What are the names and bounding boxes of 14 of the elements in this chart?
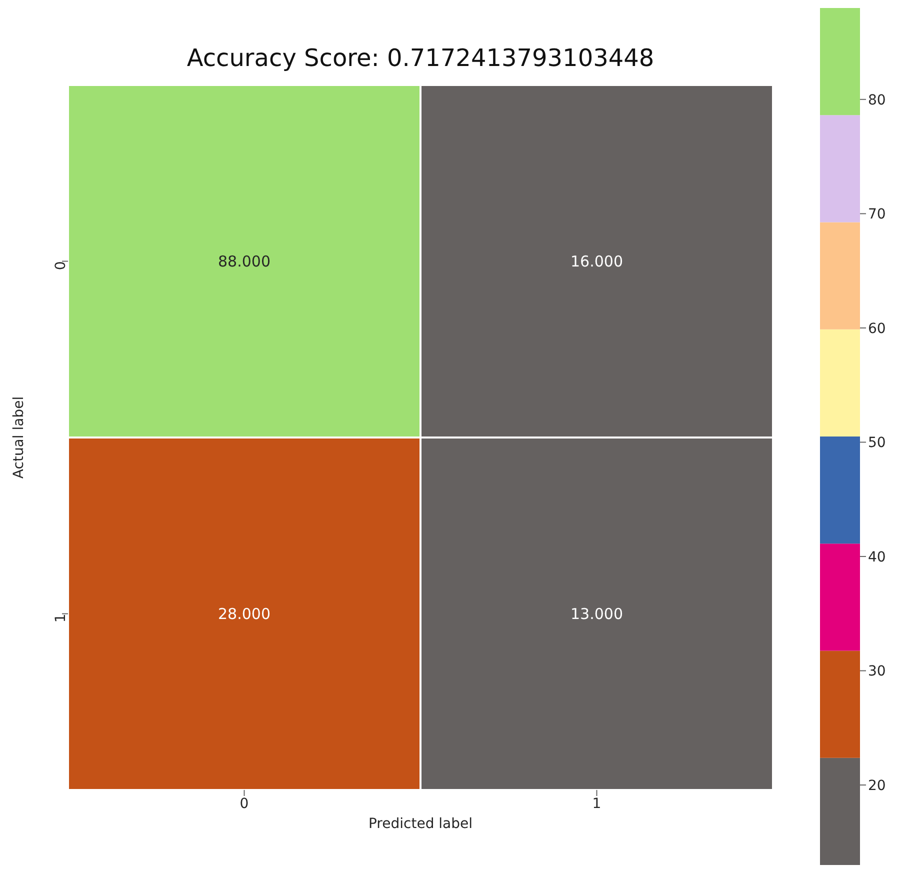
y-axis-title: Actual label xyxy=(10,396,27,479)
color-bar-label: 40 xyxy=(868,549,886,566)
data-label: 28.000 xyxy=(218,604,270,623)
color-bar-label: 30 xyxy=(868,664,886,680)
color-bar-label: 80 xyxy=(868,92,886,108)
x-axis-title: Predicted label xyxy=(368,816,473,832)
chart-title: Accuracy Score: 0.7172413793103448 xyxy=(186,44,656,72)
color-bar-label: 70 xyxy=(868,206,886,223)
color-bar-label: 60 xyxy=(868,320,886,337)
data-label: 16.000 xyxy=(570,252,623,270)
data-label: 88.000 xyxy=(218,252,270,270)
color-bar-label: 50 xyxy=(868,435,886,452)
data-label: 13.000 xyxy=(570,604,623,623)
color-bar-label: 20 xyxy=(868,778,886,794)
